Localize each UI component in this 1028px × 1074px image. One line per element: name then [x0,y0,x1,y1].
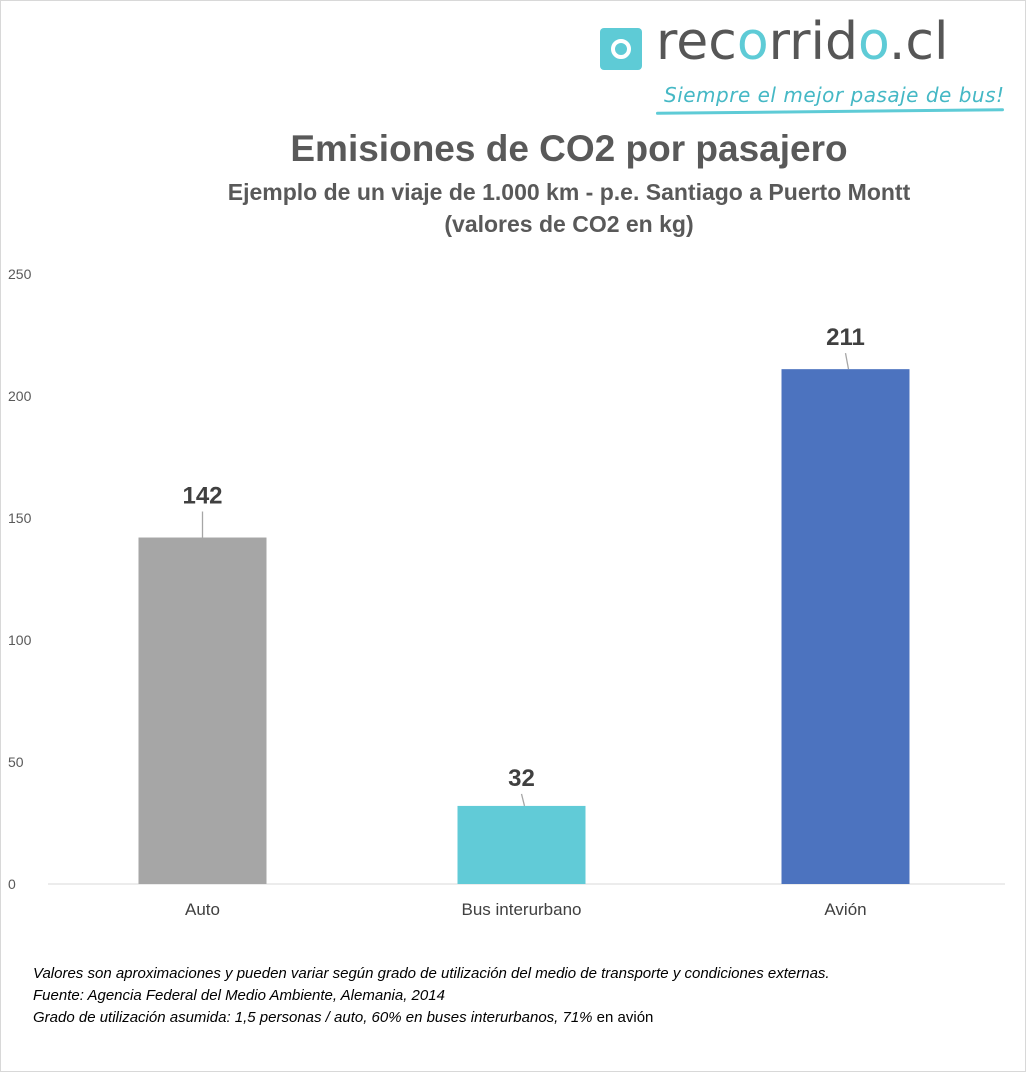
footnote-assumptions-italic: Grado de utilización asumida: 1,5 person… [33,1009,593,1026]
footnote-assumptions: Grado de utilización asumida: 1,5 person… [33,1007,993,1029]
bar-2 [457,805,586,884]
logo-accent: o [736,12,769,72]
footnote-source: Fuente: Agencia Federal del Medio Ambien… [33,987,445,1004]
bar-1 [138,537,267,884]
y-tick-label: 0 [8,876,16,892]
logo-part: rec [656,12,737,72]
brand-logo: recorrido.cl Siempre el mejor pasaje de … [600,12,1004,122]
chart-subtitle: Ejemplo de un viaje de 1.000 km - p.e. S… [227,179,911,205]
chart-subtitle-units: (valores de CO2 en kg) [444,211,694,237]
logo-wordmark: recorrido.cl [656,12,948,72]
x-category-label: Bus interurbano [461,900,581,919]
logo-mark-icon [600,28,642,70]
bar-chart: 0 50 100 150 200 250 142 Auto 32 Bus interurbano 2… [8,266,1005,919]
logo-part: .cl [888,12,949,72]
x-category-label: Avión [824,900,866,919]
logo-part: rrid [768,12,858,72]
y-tick-label: 150 [8,510,32,526]
chart-title: Emisiones de CO2 por pasajero [290,128,848,169]
data-label: 211 [826,324,865,351]
footnotes: Valores son aproximaciones y pueden vari… [33,963,993,1029]
data-label-leader [844,353,850,370]
y-tick-label: 50 [8,754,24,770]
data-label: 142 [182,483,222,510]
y-tick-label: 250 [8,266,32,282]
bar-3 [781,369,910,884]
logo-tagline: Siempre el mejor pasaje de bus! [664,83,1005,107]
x-category-label: Auto [185,900,220,919]
footnote-disclaimer: Valores son aproximaciones y pueden vari… [33,965,830,982]
data-label-leader [520,793,526,807]
data-label: 32 [508,765,535,792]
logo-accent: o [857,12,889,72]
y-tick-label: 200 [8,388,32,404]
y-tick-label: 100 [8,632,32,648]
footnote-assumptions-rest: en avión [592,1009,654,1026]
